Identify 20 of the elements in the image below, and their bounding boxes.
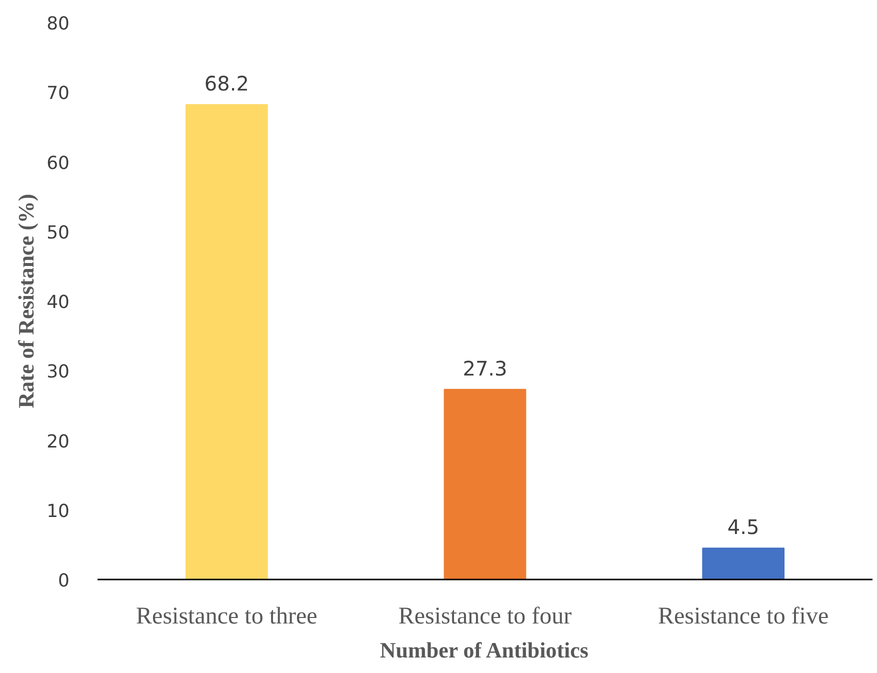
y-tick-label: 80 [46, 14, 70, 34]
y-tick-label: 40 [46, 292, 70, 313]
x-tick-label: Resistance to four [398, 604, 572, 630]
y-tick-label: 50 [46, 222, 70, 244]
y-tick-label: 30 [46, 362, 70, 383]
bar [702, 548, 785, 580]
bar [185, 104, 268, 580]
y-tick-label: 0 [58, 570, 70, 592]
y-tick-label: 70 [46, 83, 70, 104]
y-axis-title: Rate of Resistance (%) [14, 194, 39, 408]
data-label: 4.5 [727, 515, 760, 540]
x-axis-title: Number of Antibiotics [380, 638, 589, 662]
y-tick-label: 20 [46, 431, 70, 452]
bar [444, 388, 526, 580]
data-label: 27.3 [462, 356, 508, 380]
x-tick-label: Resistance to three [136, 604, 318, 630]
data-label: 68.2 [204, 72, 249, 96]
y-tick-label: 60 [46, 152, 70, 174]
x-tick-label: Resistance to five [658, 604, 829, 630]
y-tick-label: 10 [46, 500, 70, 522]
